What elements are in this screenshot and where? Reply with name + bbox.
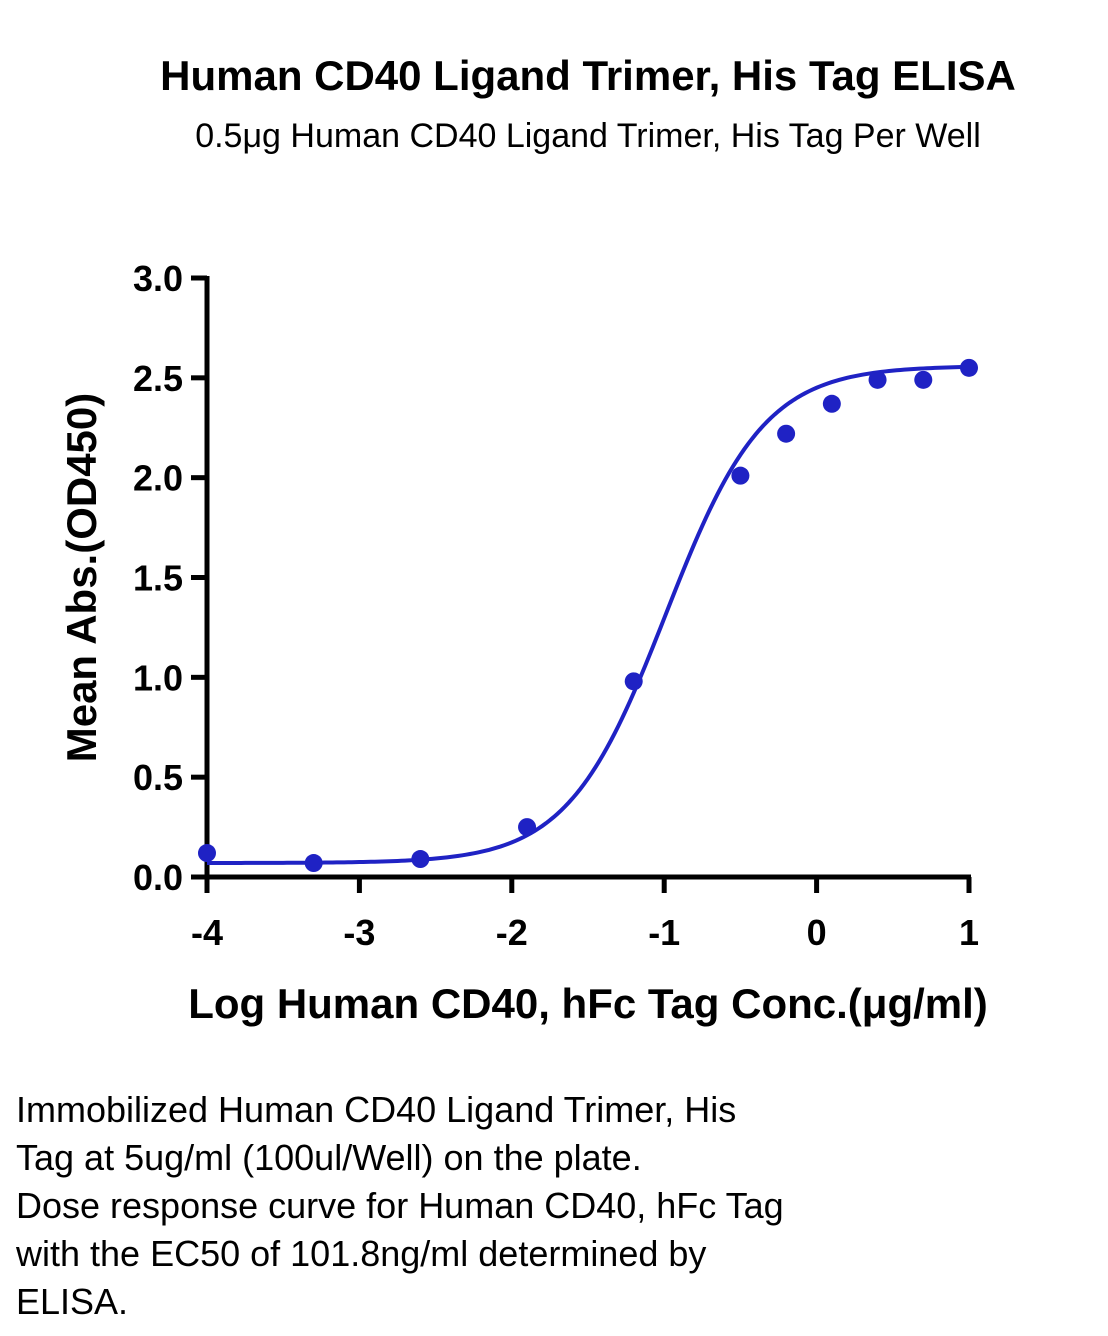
caption-line-1: Immobilized Human CD40 Ligand Trimer, Hi… [16,1089,737,1130]
caption-line-2: Tag at 5ug/ml (100ul/Well) on the plate. [16,1137,642,1178]
x-tick-label-2: -2 [496,912,528,953]
data-point-4 [624,672,643,691]
fit-curve [207,364,970,865]
data-point-10 [960,358,978,377]
data-point-6 [777,424,796,443]
data-point-0 [198,844,216,863]
y-axis-label: Mean Abs.(OD450) [58,393,105,763]
elisa-chart: 0.0 0.5 1.0 1.5 2.0 2.5 3.0 -4 -3 -2 -1 0 1 Log Human… [58,258,988,1027]
data-point-3 [518,818,537,837]
chart-title: Human CD40 Ligand Trimer, His Tag ELISA [160,52,1016,99]
data-point-7 [822,394,841,413]
caption: Immobilized Human CD40 Ligand Trimer, Hi… [16,1086,976,1326]
data-point-8 [868,370,887,389]
y-tick-label-2: 1.0 [133,657,183,698]
y-tick-label-5: 2.5 [133,358,183,399]
y-tick-label-3: 1.5 [133,558,183,599]
data-point-9 [914,370,933,389]
data-point-1 [304,854,323,873]
caption-line-5: ELISA. [16,1281,129,1322]
x-tick-label-4: 0 [807,912,827,953]
x-tick-label-0: -4 [191,912,223,953]
data-point-5 [731,466,750,485]
y-tick-label-0: 0.0 [133,857,183,898]
caption-line-3: Dose response curve for Human CD40, hFc … [16,1185,784,1226]
y-tick-label-1: 0.5 [133,757,183,798]
chart-subtitle: 0.5μg Human CD40 Ligand Trimer, His Tag … [195,117,981,155]
x-axis-label: Log Human CD40, hFc Tag Conc.(μg/ml) [188,980,988,1027]
y-tick-label-6: 3.0 [133,258,183,299]
caption-line-4: with the EC50 of 101.8ng/ml determined b… [16,1233,707,1274]
x-tick-label-1: -3 [343,912,375,953]
data-point-2 [411,850,430,869]
x-tick-label-5: 1 [959,912,979,953]
y-tick-label-4: 2.0 [133,458,183,499]
x-tick-label-3: -1 [648,912,680,953]
